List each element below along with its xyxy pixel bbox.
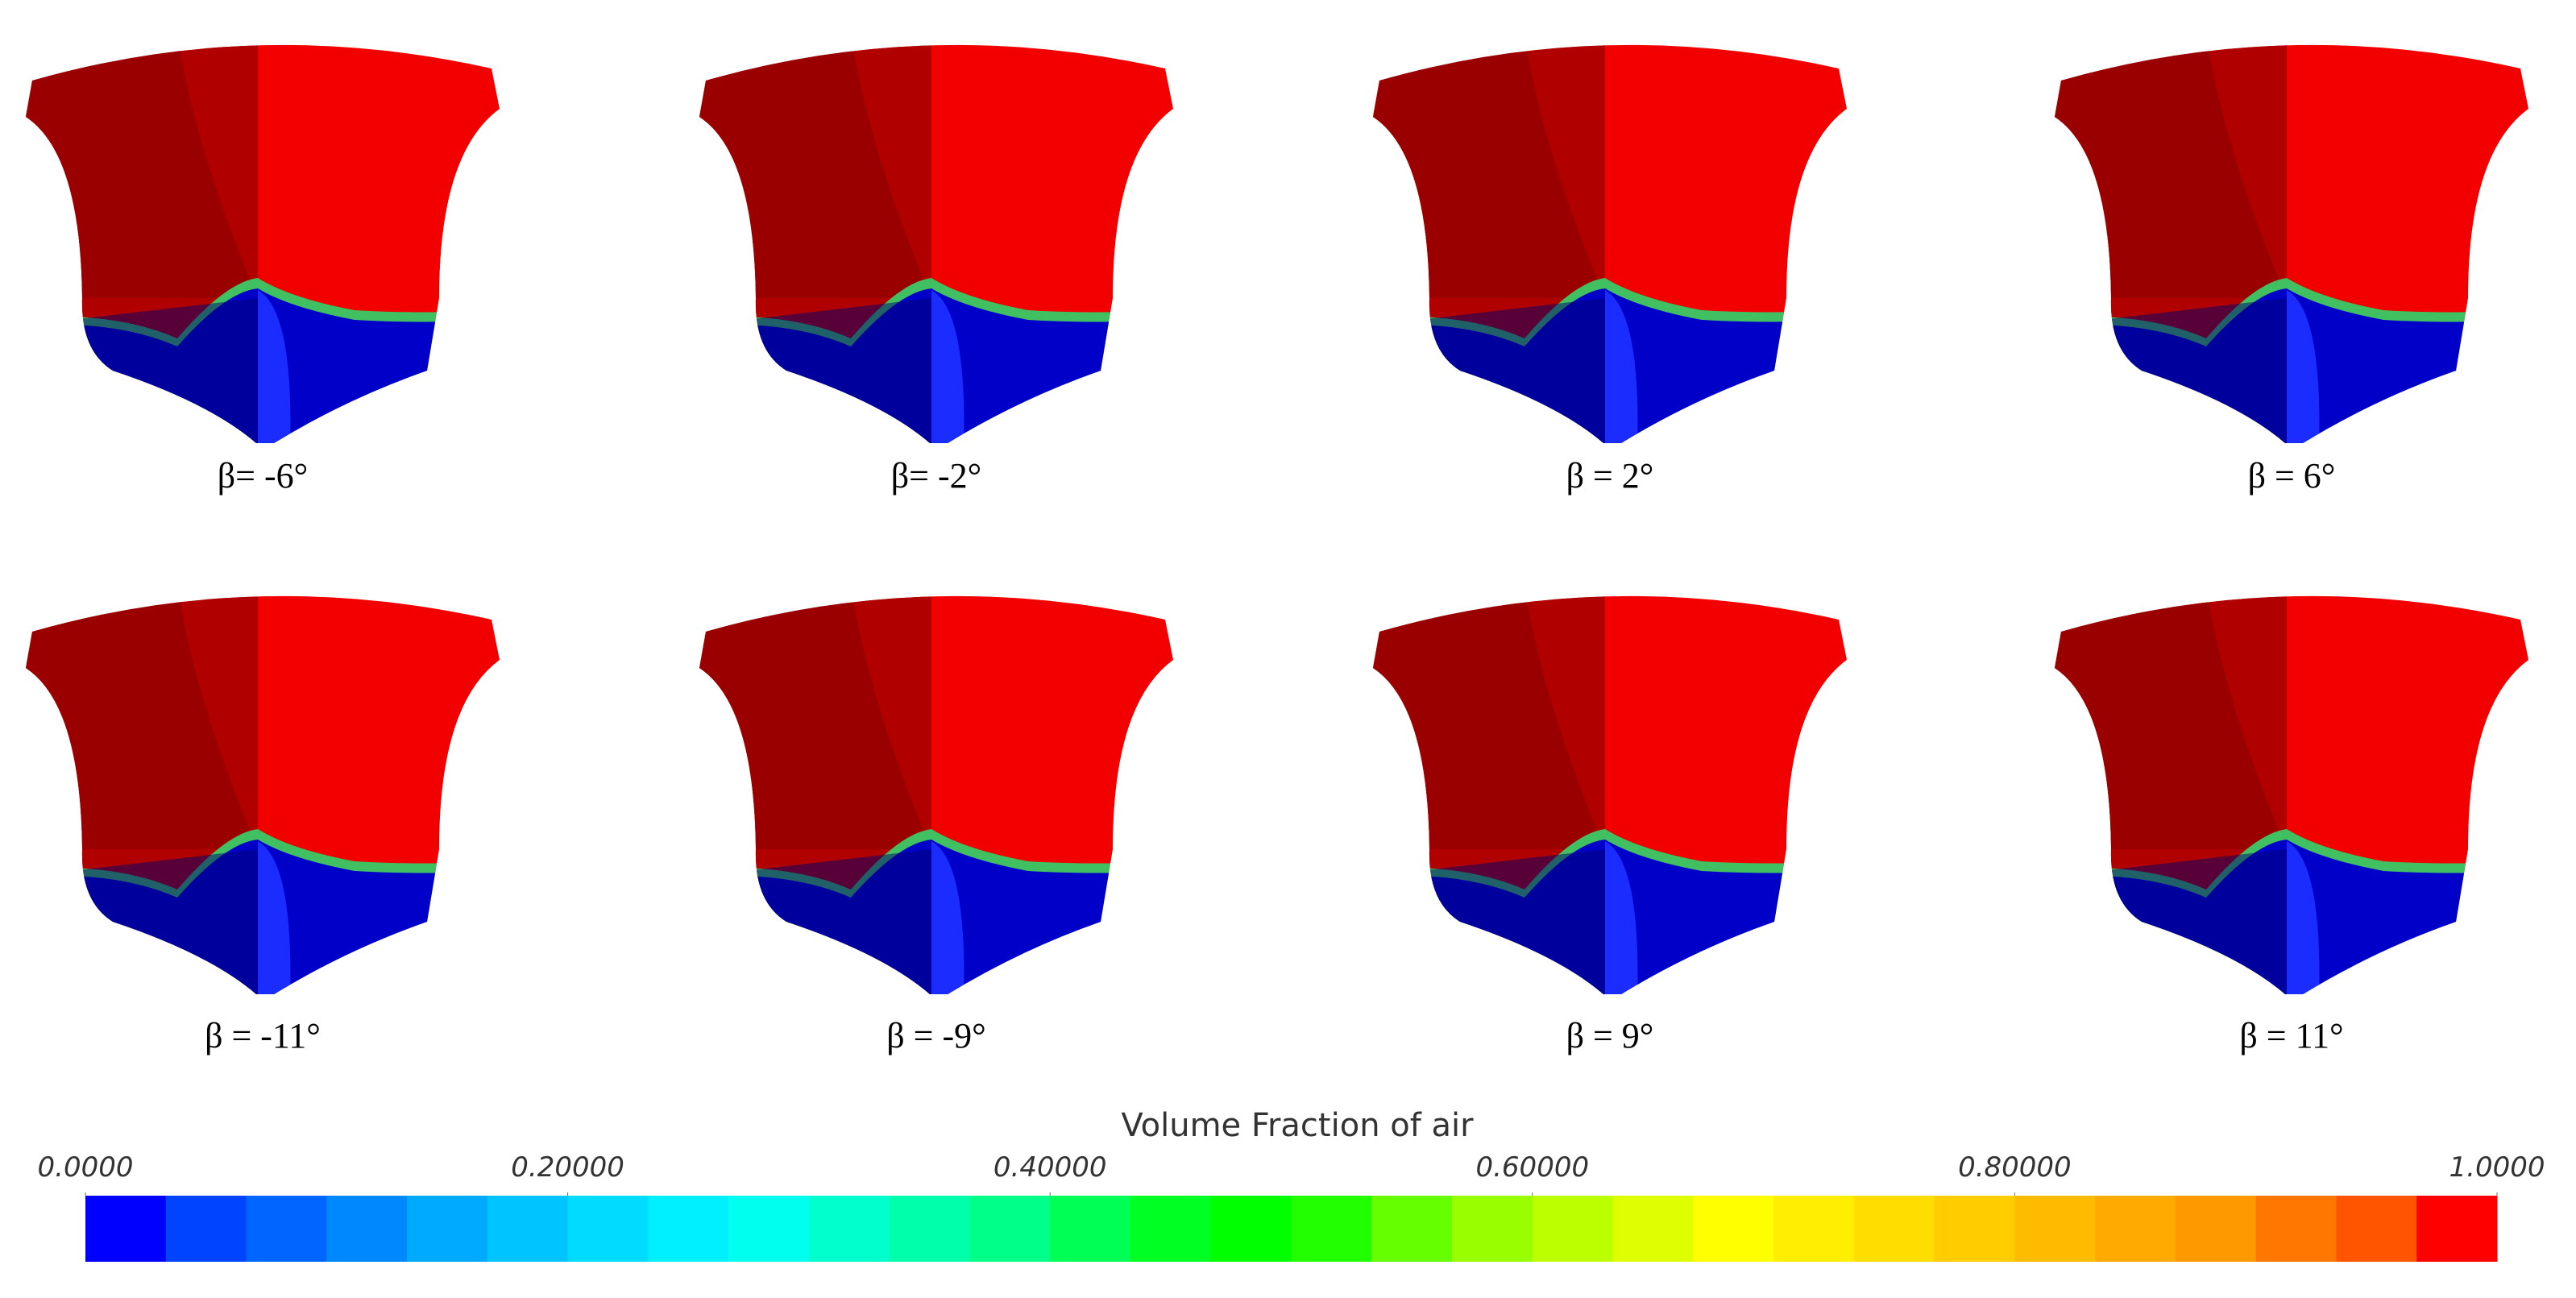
colorbar-tick-label: 1.0000: [2449, 1151, 2545, 1184]
colorbar-segment: [246, 1196, 327, 1262]
panel-label: β = 2°: [1566, 456, 1654, 496]
colorbar-segment: [1452, 1196, 1533, 1262]
panel-label: β = -11°: [205, 1016, 321, 1055]
colorbar-segment: [1371, 1196, 1453, 1262]
colorbar-tick-label: 0.40000: [993, 1151, 1107, 1184]
panel-label: β = 6°: [2248, 456, 2336, 496]
colorbar-segment: [326, 1196, 408, 1262]
colorbar-segment: [2175, 1196, 2257, 1262]
colorbar-tick-label: 0.0000: [38, 1151, 134, 1184]
colorbar-tick-label: 0.60000: [1475, 1151, 1589, 1184]
colorbar-segment: [889, 1196, 970, 1262]
colorbar-segment: [2014, 1196, 2096, 1262]
colorbar-segment: [969, 1196, 1051, 1262]
colorbar-segment: [1532, 1196, 1614, 1262]
colorbar-segment: [407, 1196, 488, 1262]
panel-label: β = 9°: [1566, 1016, 1654, 1055]
colorbar-segment: [1291, 1196, 1372, 1262]
colorbar-segment: [1050, 1196, 1131, 1262]
colorbar-segment: [165, 1196, 247, 1262]
colorbar-segment: [1693, 1196, 1774, 1262]
colorbar-segment: [648, 1196, 729, 1262]
colorbar-segment: [808, 1196, 890, 1262]
panel-label: β= -2°: [891, 456, 981, 496]
colorbar-segment: [2095, 1196, 2176, 1262]
panel-label: β = 11°: [2239, 1016, 2343, 1055]
colorbar-tick-label: 0.80000: [1958, 1151, 2072, 1184]
colorbar-segment: [567, 1196, 649, 1262]
colorbar-segment: [1130, 1196, 1212, 1262]
colorbar-segment: [85, 1196, 167, 1262]
colorbar-segment: [2255, 1196, 2337, 1262]
colorbar-tick-label: 0.20000: [511, 1151, 624, 1184]
colorbar-segment: [2336, 1196, 2417, 1262]
colorbar-segment: [487, 1196, 569, 1262]
colorbar-segment: [1853, 1196, 1935, 1262]
colorbar-title: Volume Fraction of air: [1121, 1107, 1474, 1144]
colorbar-segment: [728, 1196, 810, 1262]
colorbar-segment: [2416, 1196, 2498, 1262]
colorbar-segment: [1612, 1196, 1694, 1262]
colorbar-segment: [1934, 1196, 2015, 1262]
panel-label: β= -6°: [218, 456, 308, 496]
colorbar-segment: [1773, 1196, 1855, 1262]
colorbar-segment: [1210, 1196, 1292, 1262]
hull-render: [16, 32, 2537, 1002]
panel-label: β = -9°: [886, 1016, 985, 1055]
